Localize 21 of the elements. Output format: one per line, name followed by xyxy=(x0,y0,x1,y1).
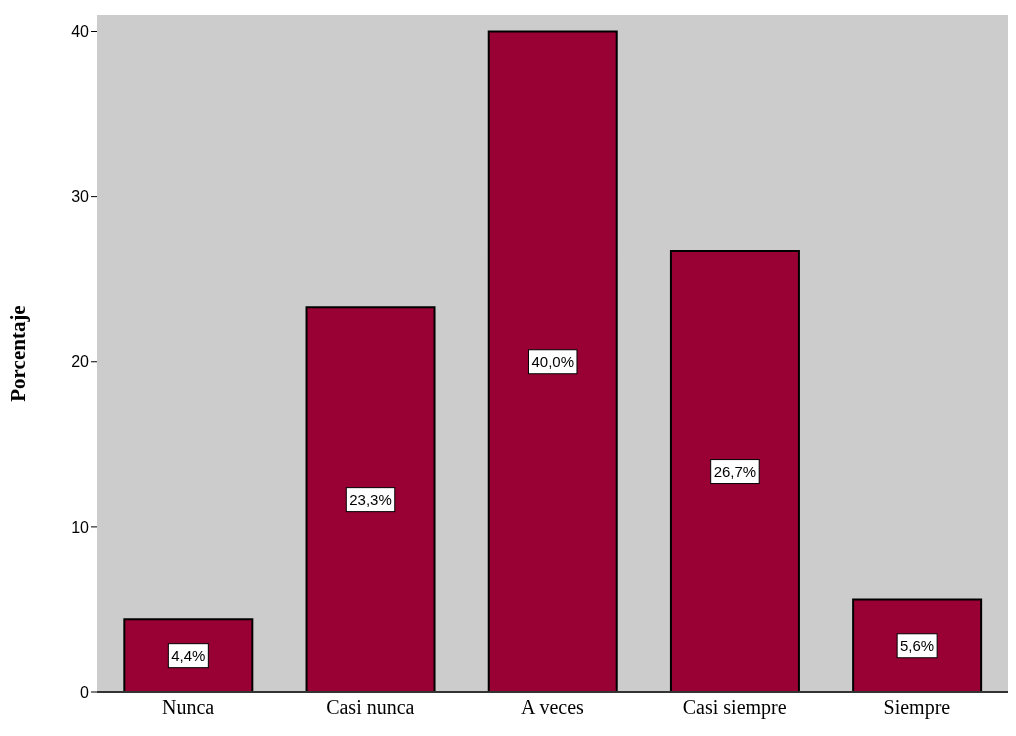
y-tick-label: 40 xyxy=(71,23,90,41)
data-label: 5,6% xyxy=(900,637,935,655)
data-label: 40,0% xyxy=(531,353,574,371)
y-tick-label: 10 xyxy=(71,518,90,536)
y-tick-label: 0 xyxy=(80,683,90,701)
y-axis-title: Porcentaje xyxy=(6,305,31,402)
y-tick-label: 20 xyxy=(71,353,90,371)
data-label: 4,4% xyxy=(171,647,206,665)
x-tick-label: Casi siempre xyxy=(682,696,787,720)
x-tick-label: Nunca xyxy=(162,696,215,719)
x-tick-label: Casi nunca xyxy=(326,696,415,719)
bar xyxy=(305,306,436,692)
bar xyxy=(669,250,800,692)
data-label: 23,3% xyxy=(349,491,392,509)
y-tick-label: 30 xyxy=(71,188,90,206)
bar xyxy=(487,30,618,692)
bar xyxy=(123,618,254,692)
data-label: 26,7% xyxy=(713,463,757,481)
x-tick-label: A veces xyxy=(521,696,585,719)
x-tick-label: Siempre xyxy=(883,696,951,720)
bar xyxy=(852,598,983,692)
